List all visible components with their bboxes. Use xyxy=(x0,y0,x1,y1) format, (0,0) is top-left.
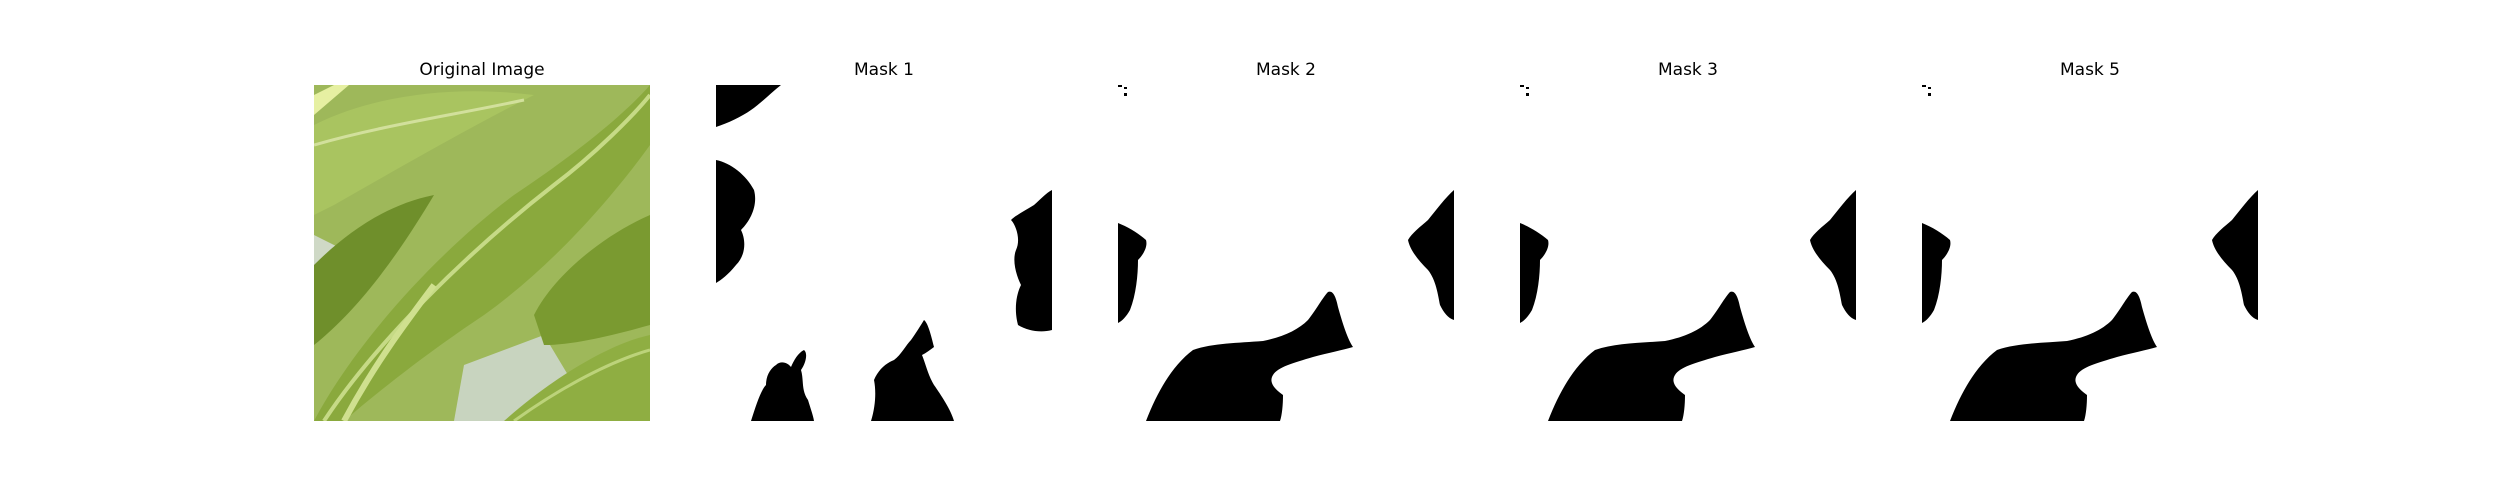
panel-mask-3: Mask 3 xyxy=(1520,58,1856,421)
panel-title: Original Image xyxy=(419,60,545,80)
mask-3-image xyxy=(1520,85,1856,421)
panel-title: Mask 5 xyxy=(2059,60,2120,80)
mask-1-image xyxy=(716,85,1052,421)
leaf-photo-graphic xyxy=(314,85,650,421)
panel-mask-1: Mask 1 xyxy=(716,58,1052,421)
mask-3-graphic xyxy=(1520,85,1856,421)
mask-2-graphic xyxy=(1118,85,1454,421)
panel-original-image: Original Image xyxy=(314,58,650,421)
panel-title: Mask 1 xyxy=(853,60,914,80)
mask-1-graphic xyxy=(716,85,1052,421)
panel-mask-5: Mask 5 xyxy=(1922,58,2258,421)
panel-title: Mask 3 xyxy=(1657,60,1718,80)
mask-5-graphic xyxy=(1922,85,2258,421)
mask-2-image xyxy=(1118,85,1454,421)
panel-title: Mask 2 xyxy=(1255,60,1316,80)
original-leaf-photo xyxy=(314,85,650,421)
mask-5-image xyxy=(1922,85,2258,421)
panel-mask-2: Mask 2 xyxy=(1118,58,1454,421)
